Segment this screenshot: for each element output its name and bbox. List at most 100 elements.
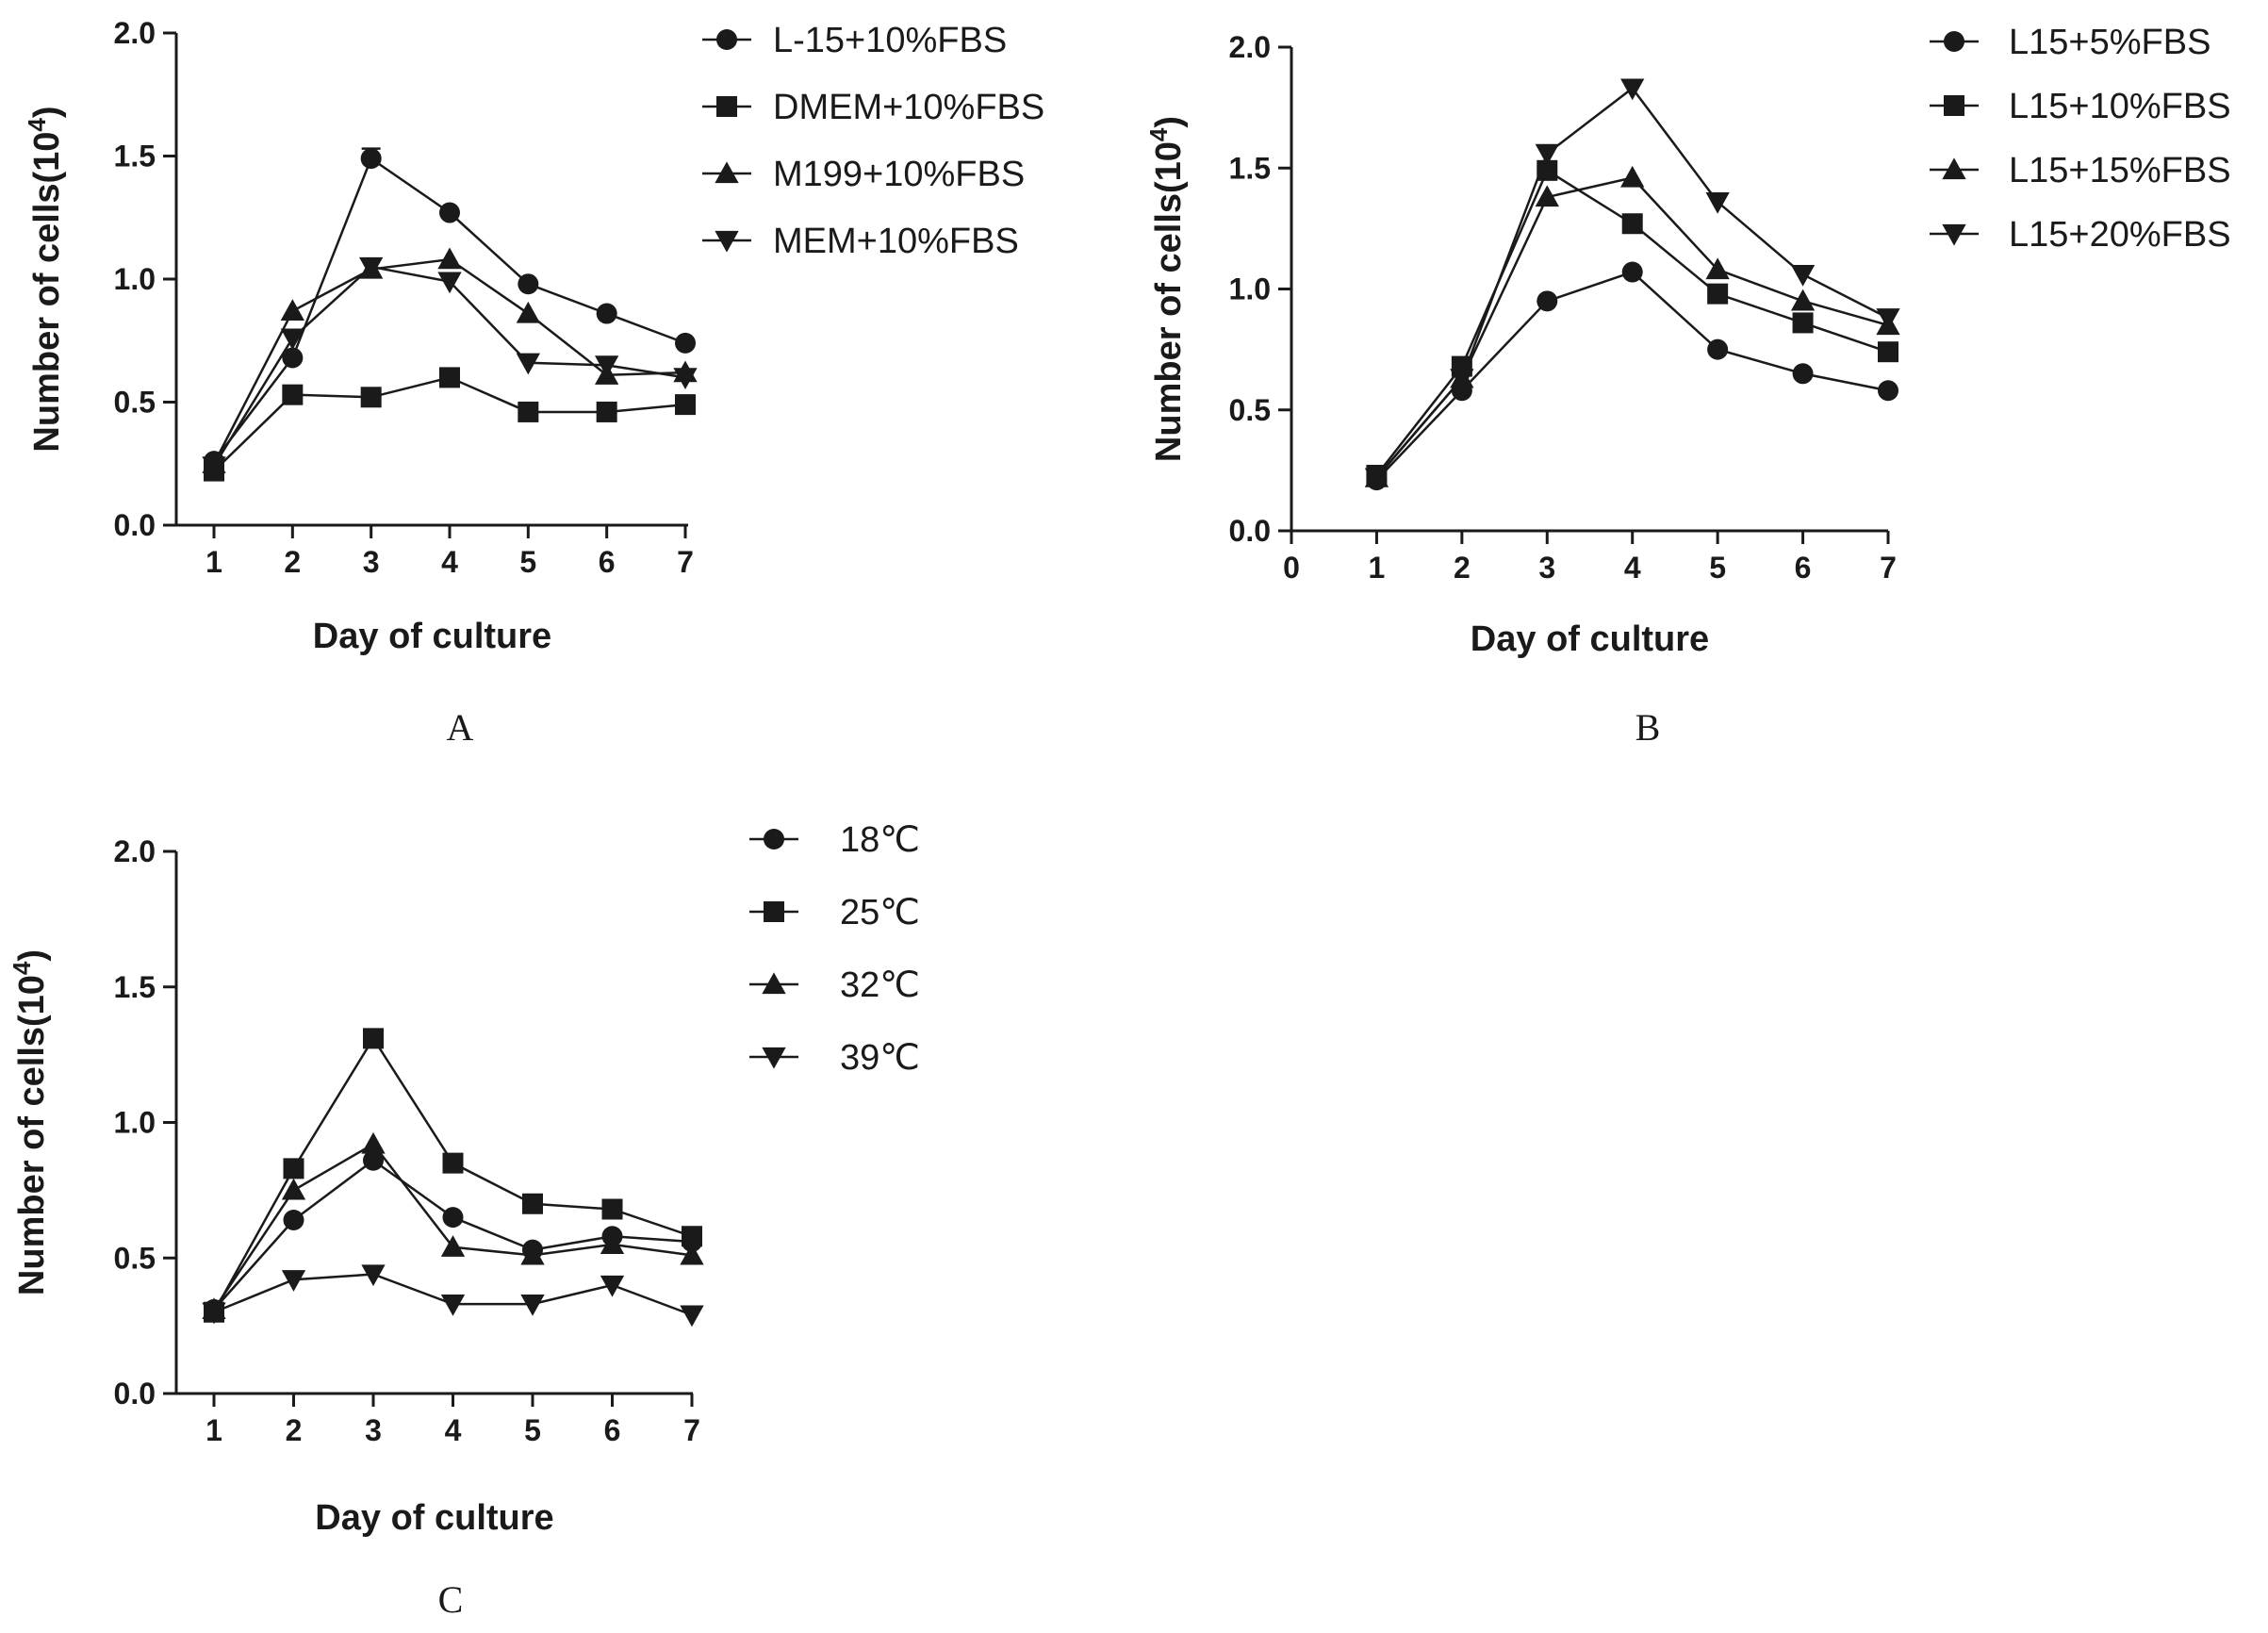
x-tick-label: 3 bbox=[1538, 551, 1555, 585]
data-point bbox=[360, 148, 382, 170]
data-point bbox=[1878, 341, 1898, 363]
data-point bbox=[1621, 213, 1643, 235]
panel-label: A bbox=[447, 706, 474, 749]
y-tick-label: 2.0 bbox=[114, 834, 156, 868]
data-point bbox=[280, 328, 304, 351]
data-point bbox=[518, 401, 539, 422]
legend-entry: L15+15%FBS bbox=[1930, 151, 2231, 190]
data-point bbox=[359, 256, 384, 279]
legend-label: L-15+10%FBS bbox=[773, 21, 1007, 60]
data-point bbox=[1537, 290, 1558, 312]
legend-marker bbox=[715, 230, 739, 253]
x-tick-label: 1 bbox=[1369, 551, 1386, 585]
data-point bbox=[596, 303, 617, 324]
x-tick-label: 4 bbox=[445, 1413, 462, 1447]
x-axis-title: Day of culture bbox=[315, 1498, 553, 1538]
legend-marker bbox=[715, 161, 739, 184]
data-point bbox=[360, 387, 382, 408]
data-point bbox=[202, 456, 226, 479]
data-point bbox=[680, 1305, 704, 1328]
data-point bbox=[680, 1243, 704, 1265]
data-point bbox=[281, 1270, 306, 1292]
y-axis-title: Number of cells(104) bbox=[1144, 116, 1189, 462]
legend-marker bbox=[762, 1047, 786, 1069]
x-tick-label: 5 bbox=[1709, 551, 1726, 585]
legend-entry: L15+10%FBS bbox=[1930, 87, 2231, 126]
legend-label: 39℃ bbox=[840, 1038, 920, 1078]
series-line bbox=[1375, 86, 1889, 479]
y-tick-label: 0.0 bbox=[114, 1377, 156, 1410]
legend-entry: 39℃ bbox=[749, 1038, 920, 1078]
y-tick-label: 1.5 bbox=[114, 970, 156, 1004]
series-triangle-up bbox=[202, 1131, 704, 1319]
data-point bbox=[596, 401, 617, 422]
data-point bbox=[442, 1207, 464, 1229]
x-tick-label: 3 bbox=[363, 545, 380, 579]
panel-b: 0.0 0.5 1.0 1.5 2.0 0 1 2 3 4 5 6 7 Day of culture Num… bbox=[1144, 23, 2231, 749]
legend-marker bbox=[764, 829, 784, 849]
x-tick-label: 5 bbox=[519, 545, 536, 579]
legend-entry: MEM+10%FBS bbox=[702, 222, 1019, 261]
x-tick-label: 7 bbox=[683, 1413, 700, 1447]
data-point bbox=[1535, 143, 1559, 166]
data-point bbox=[1620, 78, 1645, 101]
axes bbox=[174, 851, 693, 1395]
series-square bbox=[1366, 159, 1898, 487]
series-triangle-down bbox=[202, 1264, 704, 1328]
y-tick-label: 1.0 bbox=[1229, 272, 1271, 306]
data-point bbox=[363, 1028, 384, 1049]
x-tick-label: 4 bbox=[1624, 551, 1641, 585]
data-point bbox=[283, 1158, 304, 1179]
data-point bbox=[363, 1149, 384, 1171]
series-circle bbox=[204, 1149, 702, 1320]
x-axis-title: Day of culture bbox=[313, 617, 551, 656]
data-point bbox=[442, 1152, 464, 1174]
data-point bbox=[439, 367, 460, 388]
series-square bbox=[204, 367, 696, 482]
data-point bbox=[1707, 283, 1729, 305]
y-tick-label: 1.5 bbox=[114, 140, 156, 173]
x-tick-label: 0 bbox=[1283, 551, 1300, 585]
data-point bbox=[516, 353, 540, 375]
x-tick-label: 1 bbox=[205, 1413, 222, 1447]
y-tick-label: 1.0 bbox=[114, 1106, 156, 1140]
legend-entry: 18℃ bbox=[749, 820, 920, 860]
panel-a: 0.0 0.5 1.0 1.5 2.0 1 2 3 4 5 6 7 Day of culture Numb… bbox=[23, 16, 1044, 749]
legend-entry: M199+10%FBS bbox=[702, 155, 1025, 194]
x-tick-label: 6 bbox=[1795, 551, 1812, 585]
data-point bbox=[1790, 264, 1816, 287]
y-tick-label: 2.0 bbox=[114, 16, 156, 50]
data-point bbox=[1876, 308, 1900, 330]
data-point bbox=[673, 368, 698, 390]
data-point bbox=[675, 332, 696, 354]
legend-entry: 25℃ bbox=[749, 893, 920, 932]
data-point bbox=[361, 1264, 386, 1287]
x-tick-label: 6 bbox=[604, 1413, 621, 1447]
data-point bbox=[522, 1193, 543, 1214]
data-point bbox=[595, 355, 619, 377]
data-point bbox=[1705, 192, 1730, 214]
data-point bbox=[682, 1226, 702, 1247]
data-point bbox=[518, 273, 539, 295]
data-point bbox=[675, 394, 696, 416]
series-circle bbox=[204, 147, 696, 472]
data-point bbox=[1705, 257, 1730, 280]
legend-marker bbox=[1944, 95, 1964, 116]
legend-label: L15+5%FBS bbox=[2009, 23, 2210, 62]
data-point bbox=[361, 1131, 386, 1154]
data-point bbox=[1535, 185, 1559, 207]
x-tick-label: 7 bbox=[677, 545, 694, 579]
data-point bbox=[516, 301, 540, 323]
legend-marker bbox=[764, 901, 784, 922]
x-axis-title: Day of culture bbox=[1471, 619, 1709, 659]
x-tick-label: 7 bbox=[1880, 551, 1897, 585]
legend-marker bbox=[1942, 157, 1966, 180]
legend-marker bbox=[716, 96, 737, 117]
series-triangle-down bbox=[1364, 78, 1900, 490]
series-circle bbox=[1366, 261, 1898, 491]
data-point bbox=[600, 1275, 625, 1297]
legend-label: 18℃ bbox=[840, 820, 920, 860]
data-point bbox=[601, 1198, 623, 1220]
y-axis-title: Number of cells(104) bbox=[8, 949, 52, 1295]
